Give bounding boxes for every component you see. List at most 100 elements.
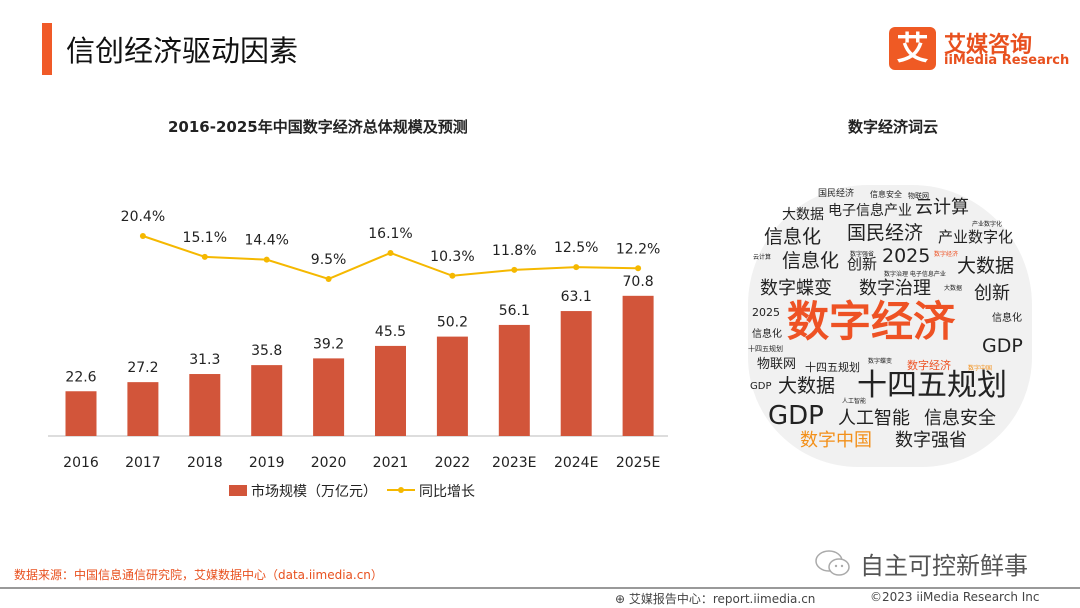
bar-value-label: 39.2 (313, 336, 344, 352)
bar-value-label: 56.1 (499, 303, 530, 319)
x-tick-label: 2021 (373, 455, 409, 471)
cloud-word: 数字经济 (787, 297, 956, 346)
bar-value-label: 27.2 (127, 360, 158, 376)
bar-value-label: 70.8 (623, 274, 654, 290)
growth-label: 12.5% (554, 240, 598, 256)
growth-point (511, 266, 518, 273)
cloud-word: 2025 (882, 245, 931, 267)
title-accent-bar (42, 23, 52, 75)
growth-label: 20.4% (121, 209, 165, 225)
bar-value-label: 22.6 (65, 369, 96, 385)
growth-point (325, 275, 332, 282)
cloud-word: 国民经济 (847, 222, 924, 244)
x-tick-label: 2025E (616, 455, 660, 471)
bar-value-label: 45.5 (375, 324, 406, 340)
growth-point (263, 256, 270, 263)
growth-label: 15.1% (183, 230, 227, 246)
cloud-word: GDP (750, 381, 772, 392)
footer-divider (0, 587, 1080, 589)
cloud-word: 人工智能 (838, 408, 910, 429)
growth-point (449, 272, 456, 279)
bar (436, 336, 468, 436)
cloud-word: 十四五规划 (857, 368, 1007, 403)
cloud-word: 创新 (974, 283, 1010, 304)
cloud-word: 信息安全 (870, 190, 902, 199)
cloud-word: 产业数字化 (938, 228, 1014, 246)
cloud-word: 人工智能 (842, 398, 867, 405)
cloud-word: 物联网 (908, 192, 929, 200)
x-tick-label: 2022 (435, 455, 471, 471)
cloud-word: 十四五规划 (805, 361, 860, 374)
growth-point (635, 265, 642, 272)
x-tick-label: 2016 (63, 455, 99, 471)
iimedia-logo-mark: 艾 (889, 27, 936, 70)
word-cloud (748, 185, 1032, 467)
bar-value-label: 35.8 (251, 343, 282, 359)
cloud-word: 数字强省 (850, 251, 875, 258)
growth-label: 16.1% (368, 226, 412, 242)
cloud-word: 数字强省 (895, 430, 967, 451)
cloud-word: 数字经济 (934, 251, 959, 258)
globe-icon: ⊕ (615, 592, 629, 606)
cloud-word: 信息化 (992, 313, 1022, 324)
bar (313, 358, 345, 436)
growth-label: 9.5% (311, 252, 347, 268)
bar-value-label: 31.3 (189, 352, 220, 368)
word-cloud-title: 数字经济词云 (848, 118, 939, 136)
growth-point (573, 264, 580, 271)
cloud-word: 大数据 (957, 255, 1015, 277)
cloud-word: 数字治理 电子信息产业 (884, 271, 946, 278)
x-tick-label: 2024E (554, 455, 598, 471)
x-tick-label: 2019 (249, 455, 285, 471)
logo-text-en: iiMedia Research (944, 53, 1070, 68)
bar-line-chart: 22.6 2016 27.2 2017 31.3 2018 35.8 2019 39.2 2020… (48, 209, 668, 500)
cloud-word: GDP (768, 401, 824, 431)
cloud-word: 创新 (847, 255, 878, 273)
cloud-word: 信息化 (764, 226, 822, 248)
cloud-word: 信息化 (752, 329, 782, 340)
cloud-word: GDP (982, 335, 1023, 357)
footer-report-link[interactable]: ⊕ 艾媒报告中心：report.iimedia.cn (615, 590, 815, 607)
bar (65, 391, 97, 436)
bar (251, 365, 283, 436)
page-title: 信创经济驱动因素 (66, 34, 299, 68)
cloud-word: 数字经济 (907, 359, 951, 372)
footer-copyright: ©2023 iiMedia Research Inc (870, 590, 1040, 604)
growth-label: 14.4% (244, 233, 288, 249)
cloud-word: 云计算 (753, 254, 772, 261)
bar (560, 311, 592, 436)
growth-point (139, 233, 146, 239)
cloud-word: 数字中国 (800, 430, 872, 451)
logo-text-cn: 艾媒咨询 (944, 33, 1033, 58)
cloud-word: 物联网 (757, 357, 797, 372)
legend-label-bar: 市场规模（万亿元） (251, 483, 377, 500)
wechat-account-name: 自主可控新鲜事 (860, 552, 1028, 580)
chart-title: 2016-2025年中国数字经济总体规模及预测 (168, 118, 468, 136)
cloud-word: 云计算 (915, 197, 969, 218)
cloud-word: 信息化 (782, 250, 840, 272)
footer-report-text: 艾媒报告中心：report.iimedia.cn (628, 592, 816, 606)
wechat-icon (815, 550, 850, 576)
growth-label: 12.2% (616, 241, 660, 257)
legend-label-line: 同比增长 (419, 484, 475, 500)
x-tick-label: 2017 (125, 455, 161, 471)
legend-marker-line (398, 487, 404, 493)
bar-value-label: 63.1 (561, 289, 592, 305)
legend-swatch-bar (229, 485, 247, 496)
bar (189, 374, 221, 436)
growth-label: 10.3% (430, 249, 474, 265)
cloud-word: 数字中国 (968, 365, 993, 372)
cloud-word: 数字治理 (859, 278, 931, 299)
bar (375, 345, 406, 436)
cloud-word: 大数据 (782, 207, 824, 223)
bar-value-label: 50.2 (437, 315, 468, 331)
cloud-word: 大数据 (944, 285, 963, 292)
growth-point (387, 249, 394, 256)
cloud-word: 信息安全 (924, 408, 996, 429)
cloud-word: 2025 (752, 306, 780, 319)
cloud-word: 数字蝶变 (868, 358, 893, 365)
growth-label: 11.8% (492, 243, 536, 259)
cloud-word: 数字蝶变 (760, 278, 832, 299)
cloud-word: 十四五规划 (748, 345, 783, 353)
x-tick-label: 2018 (187, 455, 223, 471)
